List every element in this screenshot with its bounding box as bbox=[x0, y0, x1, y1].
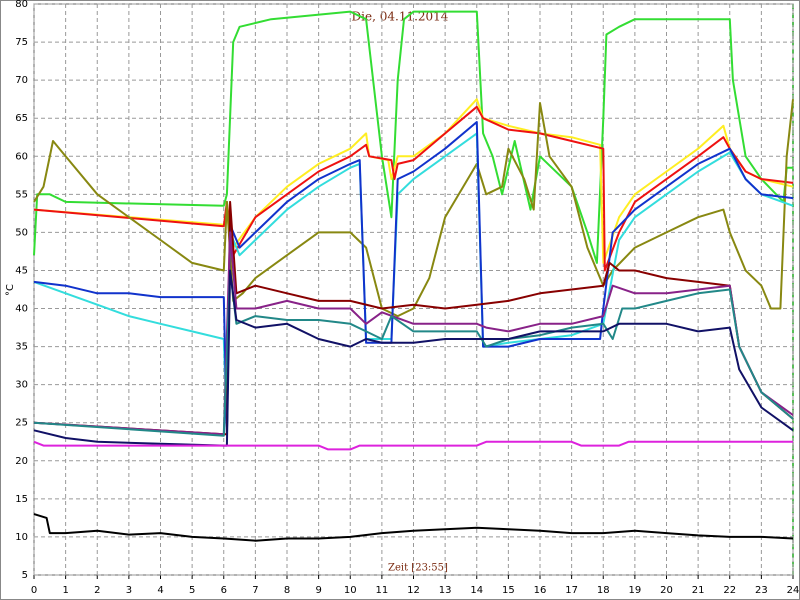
x-tick-label: 11 bbox=[376, 585, 389, 596]
series-line bbox=[33, 269, 794, 447]
x-tick-label: 9 bbox=[315, 585, 321, 596]
x-tick-label: 22 bbox=[723, 585, 736, 596]
x-tick-label: 17 bbox=[565, 585, 578, 596]
y-tick-label: 65 bbox=[15, 113, 28, 124]
y-tick-label: 50 bbox=[15, 227, 28, 238]
x-tick-label: 6 bbox=[221, 585, 227, 596]
y-tick-label: 25 bbox=[15, 418, 28, 429]
y-tick-label: 45 bbox=[15, 265, 28, 276]
x-tick-label: 5 bbox=[189, 585, 195, 596]
series-line bbox=[33, 105, 794, 272]
series-line bbox=[33, 231, 794, 436]
y-tick-label: 70 bbox=[15, 75, 28, 86]
x-tick-label: 1 bbox=[62, 585, 68, 596]
x-tick-label: 24 bbox=[787, 585, 800, 596]
series-line bbox=[33, 440, 793, 451]
y-tick-label: 5 bbox=[22, 570, 28, 581]
x-tick-label: 15 bbox=[502, 585, 515, 596]
x-tick-label: 4 bbox=[157, 585, 163, 596]
y-tick-label: 80 bbox=[15, 0, 28, 10]
x-tick-label: 7 bbox=[252, 585, 258, 596]
x-tick-label: 12 bbox=[407, 585, 420, 596]
y-tick-label: 75 bbox=[15, 37, 28, 48]
x-tick-label: 19 bbox=[629, 585, 642, 596]
x-tick-label: 0 bbox=[31, 585, 37, 596]
series-line bbox=[33, 200, 794, 436]
x-axis-label: Zeit [23:55] bbox=[388, 563, 448, 574]
y-tick-label: 30 bbox=[15, 380, 28, 391]
x-tick-label: 10 bbox=[344, 585, 357, 596]
x-tick-label: 18 bbox=[597, 585, 610, 596]
y-tick-label: 40 bbox=[15, 304, 28, 315]
y-tick-label: 20 bbox=[15, 456, 28, 467]
x-tick-label: 16 bbox=[534, 585, 547, 596]
x-tick-label: 13 bbox=[439, 585, 452, 596]
x-tick-label: 21 bbox=[692, 585, 705, 596]
x-tick-label: 23 bbox=[755, 585, 768, 596]
chart-title: Die, 04.11.2014 bbox=[352, 10, 449, 24]
series-line bbox=[33, 10, 793, 264]
y-tick-label: 60 bbox=[15, 151, 28, 162]
x-tick-label: 2 bbox=[94, 585, 100, 596]
series-line bbox=[33, 98, 794, 264]
y-tick-label: 55 bbox=[15, 189, 28, 200]
series-line bbox=[33, 513, 794, 542]
x-tick-label: 3 bbox=[126, 585, 132, 596]
x-tick-label: 14 bbox=[470, 585, 483, 596]
y-axis-label: °C bbox=[5, 284, 16, 296]
x-tick-label: 20 bbox=[660, 585, 673, 596]
y-tick-label: 15 bbox=[15, 494, 28, 505]
y-tick-label: 10 bbox=[15, 532, 28, 543]
y-tick-label: 35 bbox=[15, 342, 28, 353]
x-tick-label: 8 bbox=[284, 585, 290, 596]
